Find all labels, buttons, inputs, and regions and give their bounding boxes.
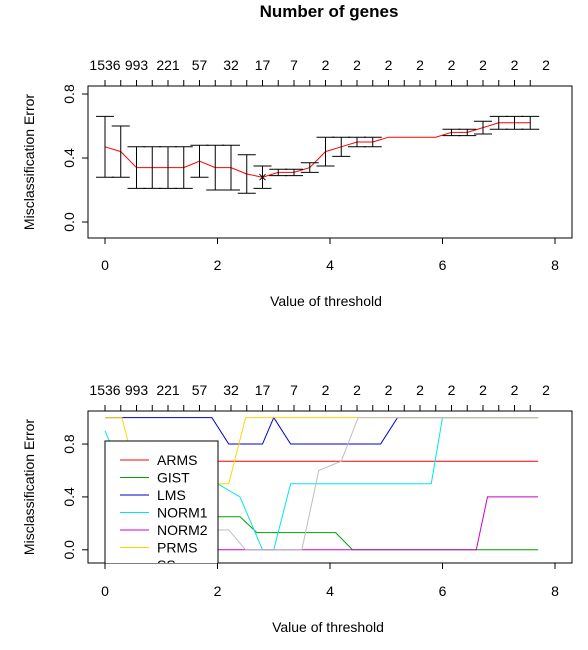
top-tick-label: 32: [223, 382, 239, 398]
top-tick-label: 2: [479, 382, 487, 398]
top-tick-label: 993: [125, 382, 149, 398]
top-tick-label: 7: [290, 57, 298, 73]
y-tick-label: 0.8: [61, 434, 77, 454]
top-tick-label: 2: [542, 382, 550, 398]
top-tick-label: 2: [448, 57, 456, 73]
x-tick-label: 2: [214, 257, 222, 273]
x-tick-label: 8: [551, 257, 559, 273]
legend-box: [104, 440, 219, 563]
top-tick-label: 7: [290, 382, 298, 398]
y-tick-label: 0.8: [61, 84, 77, 104]
chart-title: Number of genes: [260, 2, 399, 21]
x-tick-label: 2: [214, 583, 222, 599]
series-line-0: [104, 122, 531, 178]
legend-label: LMS: [157, 487, 186, 503]
top-tick-label: 2: [353, 57, 361, 73]
top-tick-label: 2: [385, 57, 393, 73]
top-tick-label: 2: [385, 382, 393, 398]
top-tick-label: 17: [255, 382, 271, 398]
y-tick-label: 0.0: [61, 212, 77, 232]
top-tick-label: 2: [322, 57, 330, 73]
x-tick-label: 8: [551, 583, 559, 599]
top-tick-label: 57: [192, 382, 208, 398]
x-tick-label: 0: [101, 583, 109, 599]
min-error-marker: [259, 173, 266, 181]
class-error-panel: Value of threshold Misclassification Err…: [21, 382, 573, 635]
top-tick-label: 2: [448, 382, 456, 398]
legend-label: NORM2: [157, 522, 208, 538]
x-tick-label: 0: [101, 257, 109, 273]
series-line-ss: [105, 417, 539, 551]
top-tick-label: 2: [416, 382, 424, 398]
legend-label: GIST: [157, 470, 190, 486]
top-tick-label: 2: [353, 382, 361, 398]
top-tick-label: 2: [542, 57, 550, 73]
x-tick-label: 4: [326, 583, 334, 599]
x-tick-label: 4: [326, 257, 334, 273]
y-tick-label: 0.4: [61, 487, 77, 507]
error-curve-panel: Value of threshold Misclassification Err…: [21, 57, 573, 309]
y-tick-label: 0.0: [61, 540, 77, 560]
top-tick-label: 221: [156, 382, 180, 398]
top-tick-label: 32: [223, 57, 239, 73]
series-line-lms: [105, 416, 539, 445]
top-tick-label: 2: [511, 57, 519, 73]
top-tick-label: 1536: [89, 57, 120, 73]
top-tick-label: 17: [255, 57, 271, 73]
x-tick-label: 6: [439, 257, 447, 273]
plot-frame: [87, 85, 573, 239]
legend-label: SS: [157, 557, 176, 573]
top-tick-label: 1536: [89, 382, 120, 398]
y-tick-label: 0.4: [61, 148, 77, 168]
y-axis-label: Misclassification Error: [21, 419, 37, 555]
top-tick-label: 2: [479, 57, 487, 73]
legend-label: ARMS: [157, 452, 197, 468]
top-tick-label: 2: [322, 382, 330, 398]
top-tick-label: 2: [416, 57, 424, 73]
y-axis-label: Misclassification Error: [21, 94, 37, 230]
top-tick-label: 2: [511, 382, 519, 398]
x-tick-label: 6: [439, 583, 447, 599]
legend-label: PRMS: [157, 540, 197, 556]
top-tick-label: 993: [125, 57, 149, 73]
x-axis-label: Value of threshold: [270, 293, 382, 309]
top-tick-label: 57: [192, 57, 208, 73]
top-tick-label: 221: [156, 57, 180, 73]
x-axis-label: Value of threshold: [272, 619, 384, 635]
legend-label: NORM1: [157, 505, 208, 521]
